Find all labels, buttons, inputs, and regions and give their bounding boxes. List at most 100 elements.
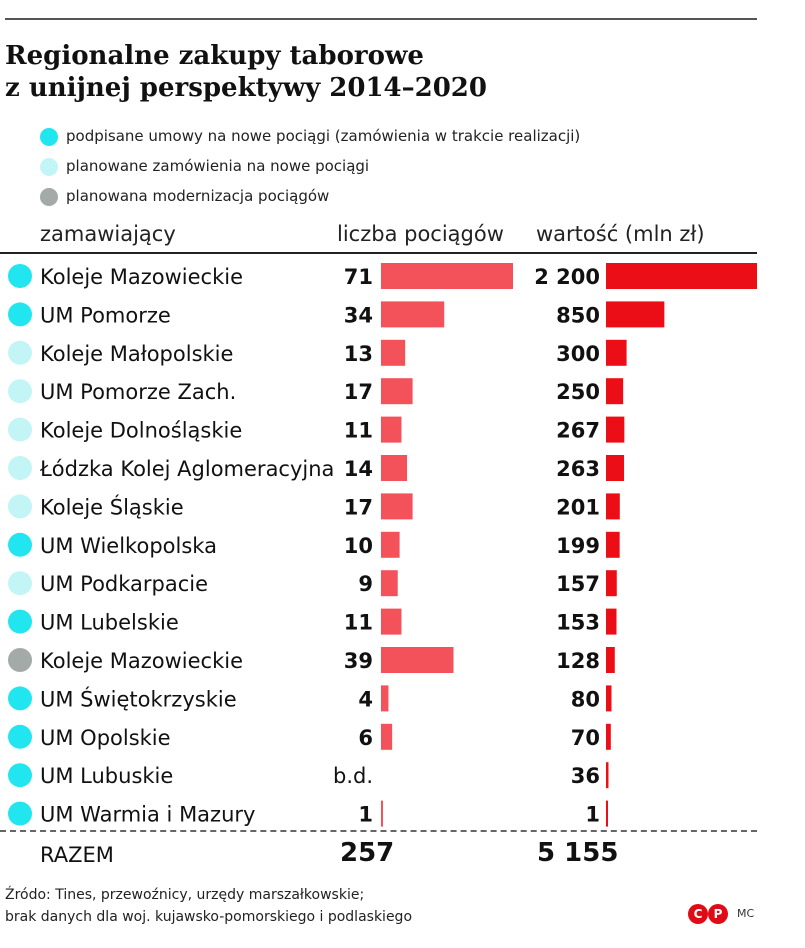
total-rule bbox=[0, 830, 757, 832]
title-line-1: Regionalne zakupy taborowe bbox=[5, 41, 424, 71]
trains-label: 11 bbox=[344, 611, 373, 635]
value-label: 250 bbox=[556, 380, 600, 404]
orderer-name: Koleje Mazowieckie bbox=[40, 265, 243, 289]
orderer-name: UM Pomorze Zach. bbox=[40, 380, 236, 404]
trains-label: b.d. bbox=[333, 764, 373, 788]
orderer-name: Koleje Małopolskie bbox=[40, 342, 233, 366]
trains-bar bbox=[381, 685, 389, 712]
trains-label: 71 bbox=[344, 265, 373, 289]
author-initials: MC bbox=[737, 907, 755, 920]
value-label: 70 bbox=[571, 726, 600, 750]
value-label: 153 bbox=[556, 611, 600, 635]
trains-label: 17 bbox=[344, 495, 373, 519]
trains-bar bbox=[381, 263, 513, 289]
orderer-name: UM Warmia i Mazury bbox=[40, 803, 255, 827]
value-bar bbox=[606, 800, 608, 827]
header-value: wartość (mln zł) bbox=[536, 222, 705, 246]
status-dot bbox=[8, 801, 32, 826]
orderer-name: UM Wielkopolska bbox=[40, 534, 217, 558]
status-dot bbox=[8, 724, 32, 749]
trains-bar bbox=[381, 493, 413, 520]
orderer-name: Koleje Śląskie bbox=[40, 494, 184, 519]
total-label: RAZEM bbox=[40, 843, 114, 867]
value-bar bbox=[606, 723, 611, 750]
value-bar bbox=[606, 339, 627, 366]
orderer-name: UM Podkarpacie bbox=[40, 572, 208, 596]
legend-label-modernization: planowana modernizacja pociągów bbox=[66, 187, 330, 205]
orderer-name: UM Lubuskie bbox=[40, 764, 173, 788]
legend-swatch-modernization bbox=[40, 188, 58, 206]
value-label: 850 bbox=[556, 303, 600, 327]
trains-bar bbox=[381, 608, 402, 635]
orderer-name: Łódzka Kolej Aglomeracyjna bbox=[39, 457, 334, 481]
chart-title: Regionalne zakupy taborowe z unijnej per… bbox=[5, 40, 765, 104]
value-bar bbox=[606, 570, 617, 597]
status-dot bbox=[8, 456, 32, 480]
legend-swatch-signed bbox=[40, 128, 58, 146]
header-trains: liczba pociągów bbox=[337, 222, 504, 246]
publisher-logo-p: P bbox=[708, 904, 728, 924]
trains-label: 4 bbox=[358, 687, 373, 711]
status-dot bbox=[8, 494, 32, 519]
value-label: 263 bbox=[556, 457, 600, 481]
trains-bar bbox=[381, 378, 413, 405]
trains-label: 1 bbox=[358, 803, 373, 827]
status-dot bbox=[8, 571, 32, 596]
top-rule bbox=[5, 18, 757, 20]
value-label: 300 bbox=[556, 342, 600, 366]
legend-swatch-planned bbox=[40, 158, 58, 176]
orderer-name: UM Świętokrzyskie bbox=[40, 686, 237, 711]
value-bar bbox=[606, 762, 609, 789]
legend-label-signed: podpisane umowy na nowe pociągi (zamówie… bbox=[66, 127, 581, 145]
trains-label: 14 bbox=[344, 457, 373, 481]
value-bar bbox=[606, 493, 620, 520]
value-bar bbox=[606, 685, 612, 712]
status-dot bbox=[8, 532, 32, 557]
value-bar bbox=[606, 608, 617, 635]
trains-bar bbox=[381, 647, 454, 673]
status-dot bbox=[8, 340, 32, 365]
total-value: 5 155 bbox=[537, 838, 619, 868]
trains-label: 11 bbox=[344, 419, 373, 443]
orderer-name: Koleje Dolnośląskie bbox=[40, 419, 242, 443]
value-label: 128 bbox=[556, 649, 600, 673]
value-label: 201 bbox=[556, 495, 600, 519]
source-line-2: brak danych dla woj. kujawsko-pomorskieg… bbox=[5, 909, 413, 925]
value-bar bbox=[606, 378, 624, 405]
trains-label: 6 bbox=[358, 726, 373, 750]
total-trains: 257 bbox=[340, 838, 395, 868]
status-dot bbox=[8, 648, 32, 672]
value-bar bbox=[606, 301, 665, 328]
value-bar bbox=[606, 647, 615, 673]
bar-chart: Koleje Mazowieckie 71 2 200 UM Pomorze 34 850… bbox=[8, 263, 757, 827]
orderer-name: UM Opolskie bbox=[40, 726, 171, 750]
trains-bar bbox=[381, 455, 408, 481]
trains-label: 34 bbox=[344, 303, 373, 327]
trains-label: 17 bbox=[344, 380, 373, 404]
trains-bar bbox=[381, 723, 393, 750]
trains-bar bbox=[381, 570, 398, 597]
status-dot bbox=[8, 302, 32, 327]
status-dot bbox=[8, 379, 32, 404]
trains-bar bbox=[381, 416, 402, 443]
status-dot bbox=[8, 264, 32, 288]
orderer-name: UM Lubelskie bbox=[40, 611, 179, 635]
header-orderer: zamawiający bbox=[40, 222, 176, 246]
trains-bar bbox=[381, 301, 445, 328]
legend-label-planned: planowane zamówienia na nowe pociągi bbox=[66, 157, 370, 175]
legend-item-planned: planowane zamówienia na nowe pociągi bbox=[40, 155, 740, 179]
trains-label: 13 bbox=[344, 342, 373, 366]
trains-label: 39 bbox=[344, 649, 373, 673]
status-dot bbox=[8, 763, 32, 788]
source-line-1: Źródo: Tines, przewoźnicy, urzędy marsza… bbox=[5, 887, 365, 903]
value-label: 267 bbox=[556, 419, 600, 443]
value-bar bbox=[606, 531, 620, 558]
value-bar bbox=[606, 263, 757, 289]
value-bar bbox=[606, 416, 625, 443]
source-note: Źródo: Tines, przewoźnicy, urzędy marsza… bbox=[5, 884, 412, 928]
legend-item-modernization: planowana modernizacja pociągów bbox=[40, 185, 740, 209]
status-dot bbox=[8, 686, 32, 711]
value-label: 80 bbox=[571, 687, 600, 711]
value-label: 1 bbox=[585, 803, 600, 827]
title-line-2: z unijnej perspektywy 2014–2020 bbox=[5, 73, 487, 103]
